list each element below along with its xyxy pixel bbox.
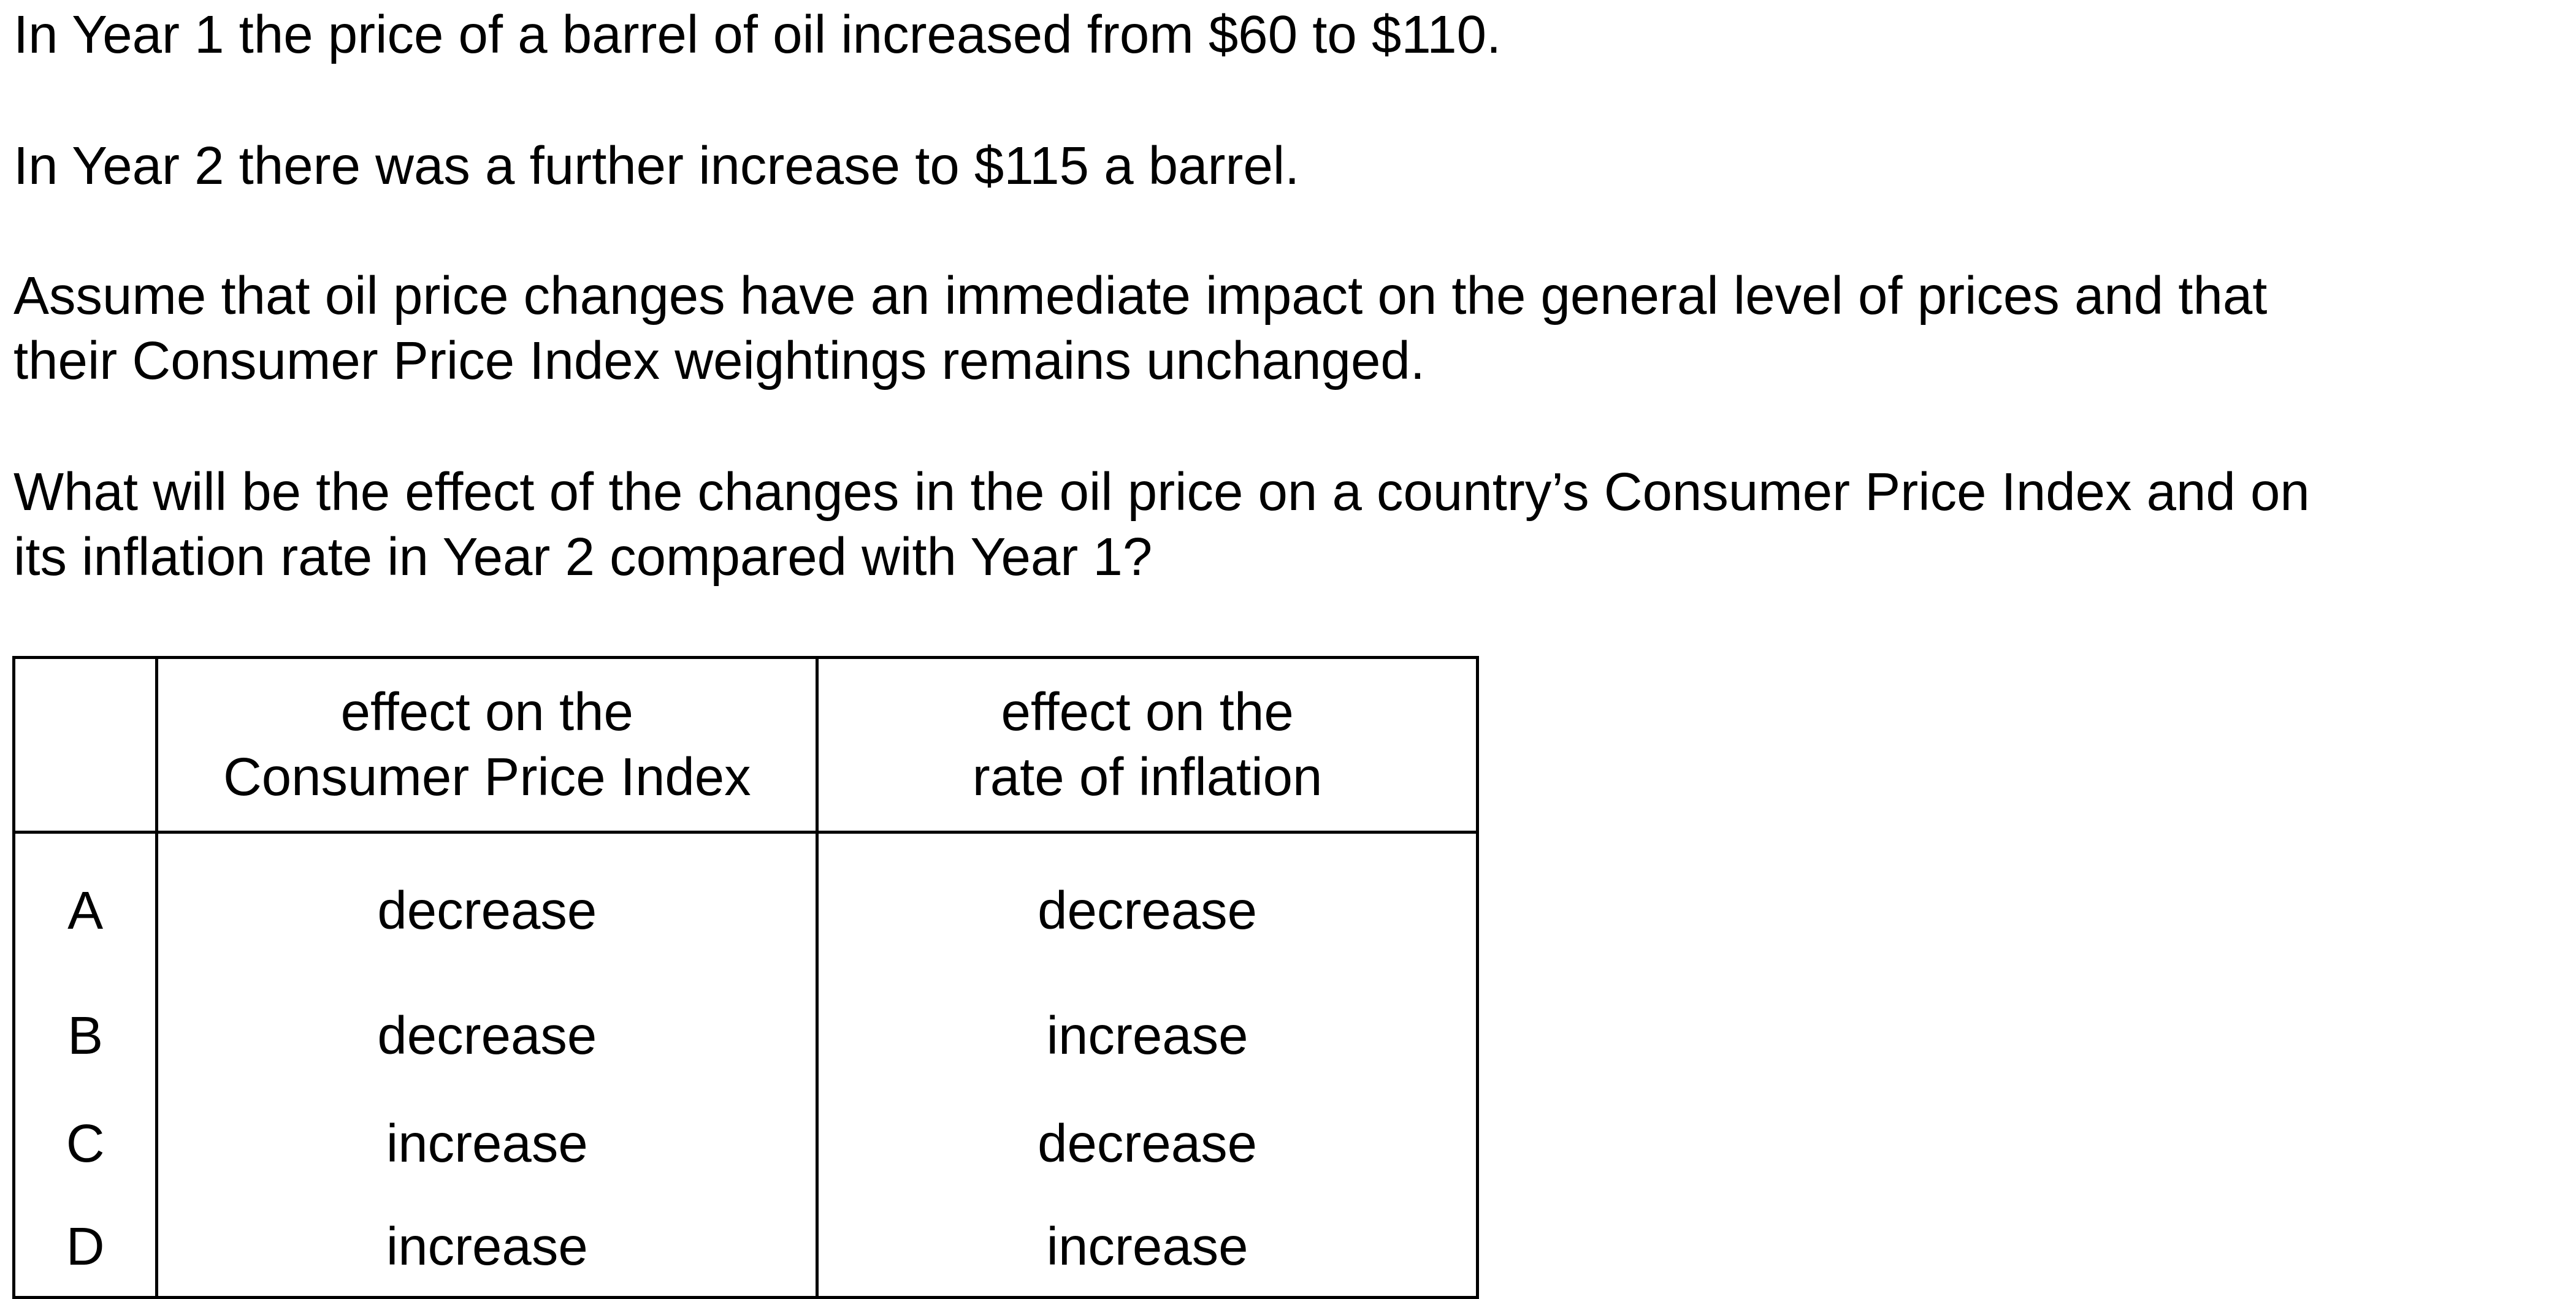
header-inflation-cell: effect on the rate of inflation	[816, 657, 1479, 834]
option-letter: B	[12, 982, 159, 1090]
question-paragraph-3-line-1: Assume that oil price changes have an im…	[13, 266, 2268, 326]
option-letter: D	[12, 1198, 159, 1298]
question-paragraph-1: In Year 1 the price of a barrel of oil i…	[13, 5, 1502, 64]
header-cpi-line-1: effect on the	[340, 682, 633, 742]
answer-options-table: effect on the Consumer Price Index effec…	[12, 656, 1479, 1299]
option-cpi-effect: decrease	[155, 832, 819, 982]
header-inflation-line-2: rate of inflation	[972, 747, 1323, 807]
header-inflation-line-1: effect on the	[1001, 682, 1294, 742]
option-cpi-effect: increase	[155, 1090, 819, 1198]
option-row-b[interactable]: B decrease increase	[12, 982, 1479, 1090]
option-cpi-effect: increase	[155, 1198, 819, 1298]
option-inflation-effect: increase	[816, 1198, 1479, 1298]
option-inflation-effect: decrease	[816, 1090, 1479, 1198]
header-cpi-line-2: Consumer Price Index	[223, 747, 751, 807]
option-row-c[interactable]: C increase decrease	[12, 1090, 1479, 1198]
option-letter: C	[12, 1090, 159, 1198]
option-row-a[interactable]: A decrease decrease	[12, 832, 1479, 982]
question-paragraph-3: Assume that oil price changes have an im…	[13, 264, 2267, 394]
question-paragraph-2: In Year 2 there was a further increase t…	[13, 136, 1300, 196]
question-paragraph-4-line-2: its inflation rate in Year 2 compared wi…	[13, 527, 1153, 587]
option-cpi-effect: decrease	[155, 982, 819, 1090]
header-cpi-cell: effect on the Consumer Price Index	[155, 657, 819, 834]
question-paragraph-4-line-1: What will be the effect of the changes i…	[13, 462, 2310, 522]
header-letter-cell	[12, 657, 159, 834]
table-header-row: effect on the Consumer Price Index effec…	[12, 657, 1479, 834]
option-inflation-effect: increase	[816, 982, 1479, 1090]
question-paragraph-4: What will be the effect of the changes i…	[13, 460, 2310, 590]
option-row-d[interactable]: D increase increase	[12, 1198, 1479, 1298]
option-letter: A	[12, 832, 159, 982]
option-inflation-effect: decrease	[816, 832, 1479, 982]
question-paragraph-3-line-2: their Consumer Price Index weightings re…	[13, 331, 1425, 390]
